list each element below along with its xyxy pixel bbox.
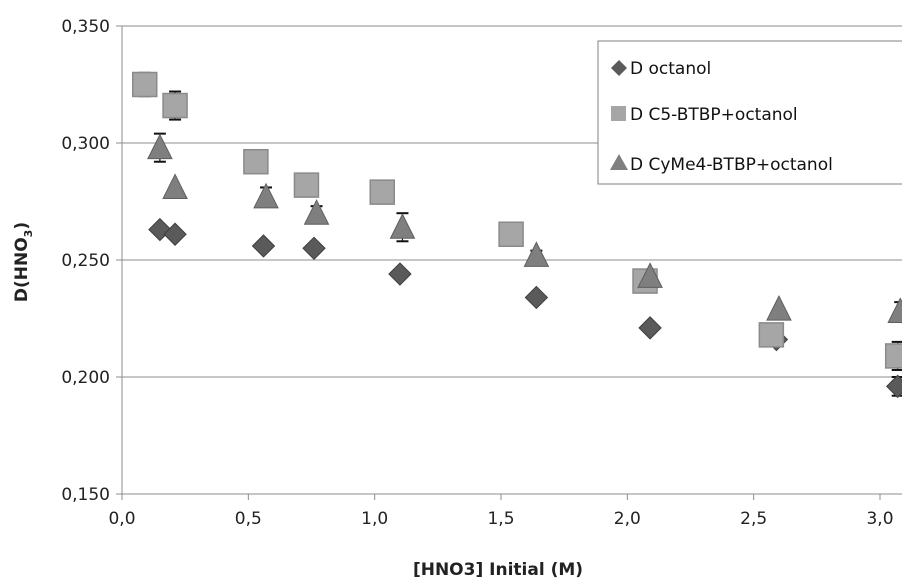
legend-item-cyme4-btbp: D CyMe4-BTBP+octanol xyxy=(610,154,833,175)
x-tick-label: 2,5 xyxy=(740,509,767,529)
data-point-square xyxy=(131,71,158,98)
y-tick-label: 0,200 xyxy=(61,368,110,388)
legend-item-c5-btbp: D C5-BTBP+octanol xyxy=(611,105,798,125)
x-tick-label: 1,0 xyxy=(361,509,388,529)
y-tick-label: 0,250 xyxy=(61,251,110,271)
y-tick-label: 0,300 xyxy=(61,134,110,154)
data-point-triangle xyxy=(253,182,279,209)
data-point-square xyxy=(498,221,524,248)
data-point-triangle xyxy=(887,297,902,323)
x-tick-label: 1,5 xyxy=(487,509,514,529)
data-point-diamond xyxy=(885,374,902,399)
data-point-square xyxy=(758,322,785,348)
legend-marker-square xyxy=(611,106,626,121)
data-point-square xyxy=(369,179,395,205)
data-point-triangle xyxy=(523,241,550,267)
x-tick-label: 0,0 xyxy=(108,509,135,529)
series-triangle xyxy=(147,132,902,323)
legend-item-octanol: D octanol xyxy=(611,59,711,79)
legend-marker-diamond xyxy=(611,60,627,76)
data-point-triangle xyxy=(389,213,416,239)
legend-label-cyme4-btbp: D CyMe4-BTBP+octanol xyxy=(630,155,833,175)
series-diamond xyxy=(148,217,902,399)
series-square xyxy=(131,71,902,371)
grid-lines xyxy=(122,25,902,378)
x-tick-label: 3,0 xyxy=(866,509,893,529)
x-axis-title: [HNO3] Initial (M) xyxy=(413,560,583,580)
data-point-triangle xyxy=(162,173,188,199)
plot-area xyxy=(131,71,902,399)
y-axis-title: D(HNO3) xyxy=(12,222,35,302)
data-point-triangle xyxy=(147,133,173,160)
y-axis-title-main: D(HNO xyxy=(12,237,32,302)
axes xyxy=(116,25,902,500)
legend-label-octanol: D octanol xyxy=(630,59,711,79)
y-axis-title-close: ) xyxy=(12,222,32,230)
data-point-diamond xyxy=(638,316,662,340)
data-point-square xyxy=(293,172,320,198)
data-point-square xyxy=(162,92,188,119)
y-tick-label: 0,150 xyxy=(61,485,110,505)
x-tick-label: 2,0 xyxy=(614,509,641,529)
data-point-square xyxy=(884,343,902,369)
data-point-triangle xyxy=(766,295,792,321)
data-point-square xyxy=(243,148,269,175)
legend: D octanol D C5-BTBP+octanol D CyMe4-BTBP… xyxy=(597,40,902,185)
data-point-triangle xyxy=(637,262,663,288)
data-point-diamond xyxy=(251,234,276,258)
tick-labels: 0,150 0,200 0,250 0,300 0,350 0,0 0,5 1,0 1,5 2,0… xyxy=(61,17,893,529)
legend-marker-triangle xyxy=(610,154,628,170)
legend-label-c5-btbp: D C5-BTBP+octanol xyxy=(630,105,798,125)
data-point-diamond xyxy=(524,285,549,310)
data-point-diamond xyxy=(388,262,412,286)
x-tick-label: 0,5 xyxy=(235,509,262,529)
data-point-diamond xyxy=(163,222,187,246)
data-point-diamond xyxy=(302,236,326,261)
data-point-triangle xyxy=(303,199,330,225)
y-tick-label: 0,350 xyxy=(61,17,110,37)
y-axis-title-sub: 3 xyxy=(22,230,35,238)
legend-box xyxy=(597,40,902,185)
